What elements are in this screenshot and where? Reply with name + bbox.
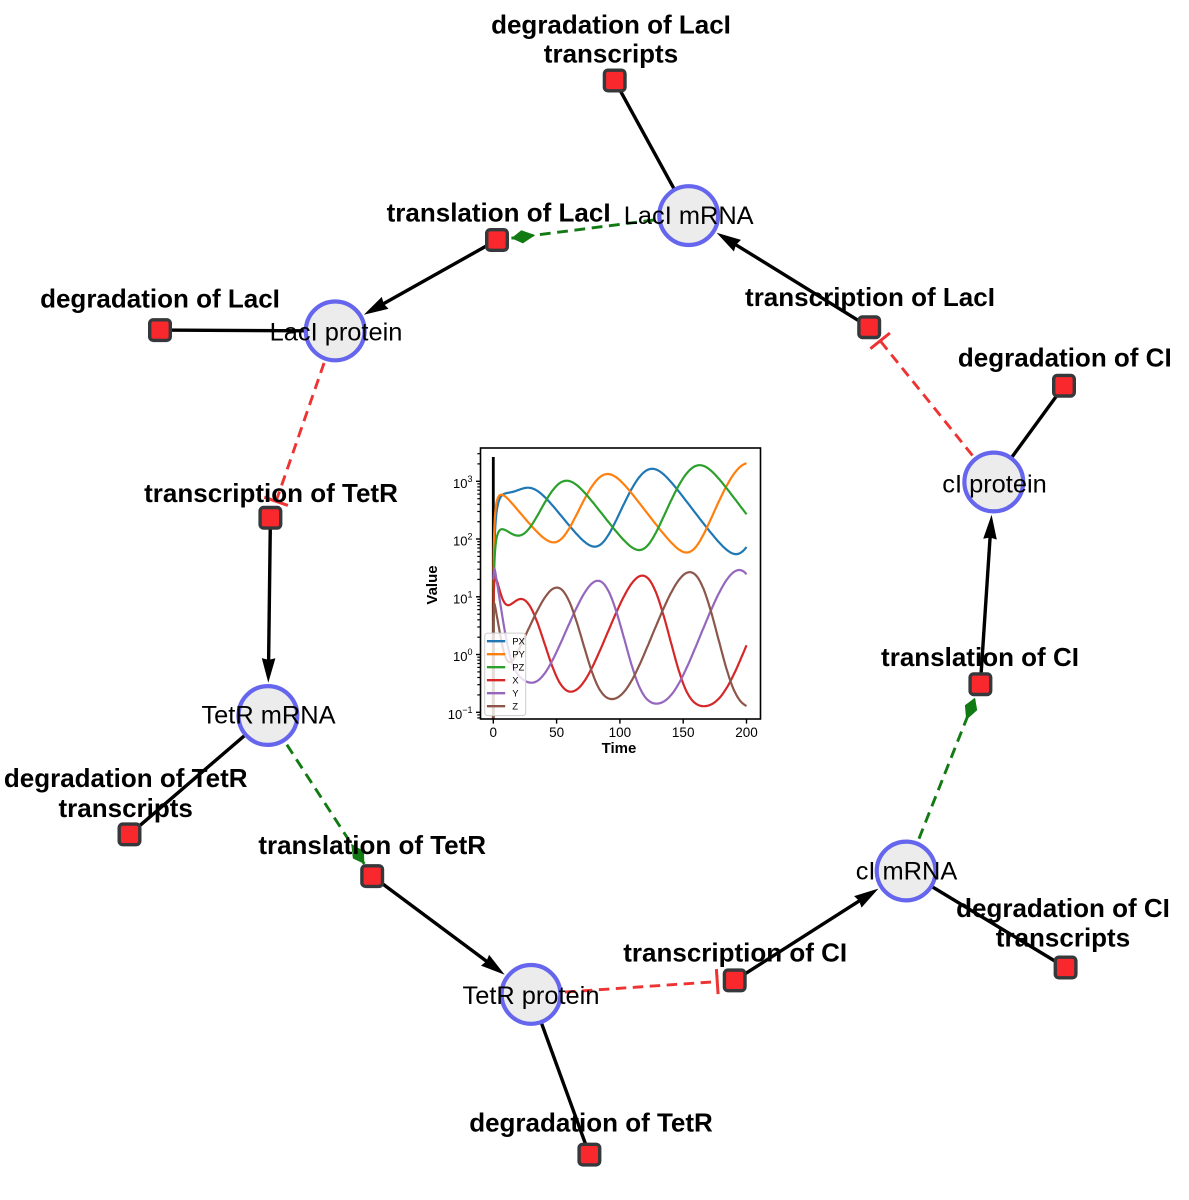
svg-text:PZ: PZ <box>512 663 524 674</box>
svg-text:degradation of CI: degradation of CI <box>958 343 1172 373</box>
svg-text:transcription of LacI: transcription of LacI <box>745 282 995 312</box>
svg-text:50: 50 <box>549 725 564 740</box>
svg-text:PX: PX <box>512 637 525 648</box>
svg-text:translation of TetR: translation of TetR <box>258 830 486 860</box>
svg-text:degradation of CI: degradation of CI <box>956 893 1170 923</box>
svg-text:Time: Time <box>602 740 637 757</box>
svg-text:200: 200 <box>735 725 758 740</box>
svg-text:degradation of LacI: degradation of LacI <box>40 284 280 314</box>
svg-text:100: 100 <box>609 725 632 740</box>
svg-text:150: 150 <box>672 725 695 740</box>
svg-text:cI mRNA: cI mRNA <box>856 857 958 885</box>
svg-text:0: 0 <box>490 725 498 740</box>
svg-text:transcripts: transcripts <box>59 793 193 823</box>
svg-text:TetR mRNA: TetR mRNA <box>201 702 335 730</box>
svg-text:transcription of TetR: transcription of TetR <box>144 478 398 508</box>
svg-text:cI protein: cI protein <box>942 470 1046 498</box>
svg-text:transcription of CI: transcription of CI <box>623 938 847 968</box>
svg-text:transcripts: transcripts <box>544 39 678 69</box>
svg-text:TetR protein: TetR protein <box>463 982 600 1010</box>
svg-text:Z: Z <box>512 702 518 713</box>
svg-text:Y: Y <box>512 689 519 700</box>
svg-text:PY: PY <box>512 650 525 661</box>
svg-text:translation of CI: translation of CI <box>881 642 1079 672</box>
svg-text:transcripts: transcripts <box>996 923 1130 953</box>
svg-text:LacI mRNA: LacI mRNA <box>624 202 754 230</box>
svg-text:translation of LacI: translation of LacI <box>387 198 611 228</box>
svg-text:Value: Value <box>424 565 441 604</box>
svg-text:degradation of TetR: degradation of TetR <box>4 763 248 793</box>
svg-text:X: X <box>512 676 519 687</box>
svg-text:LacI protein: LacI protein <box>270 318 403 346</box>
svg-text:degradation of LacI: degradation of LacI <box>491 9 731 39</box>
svg-text:degradation of TetR: degradation of TetR <box>469 1107 713 1137</box>
